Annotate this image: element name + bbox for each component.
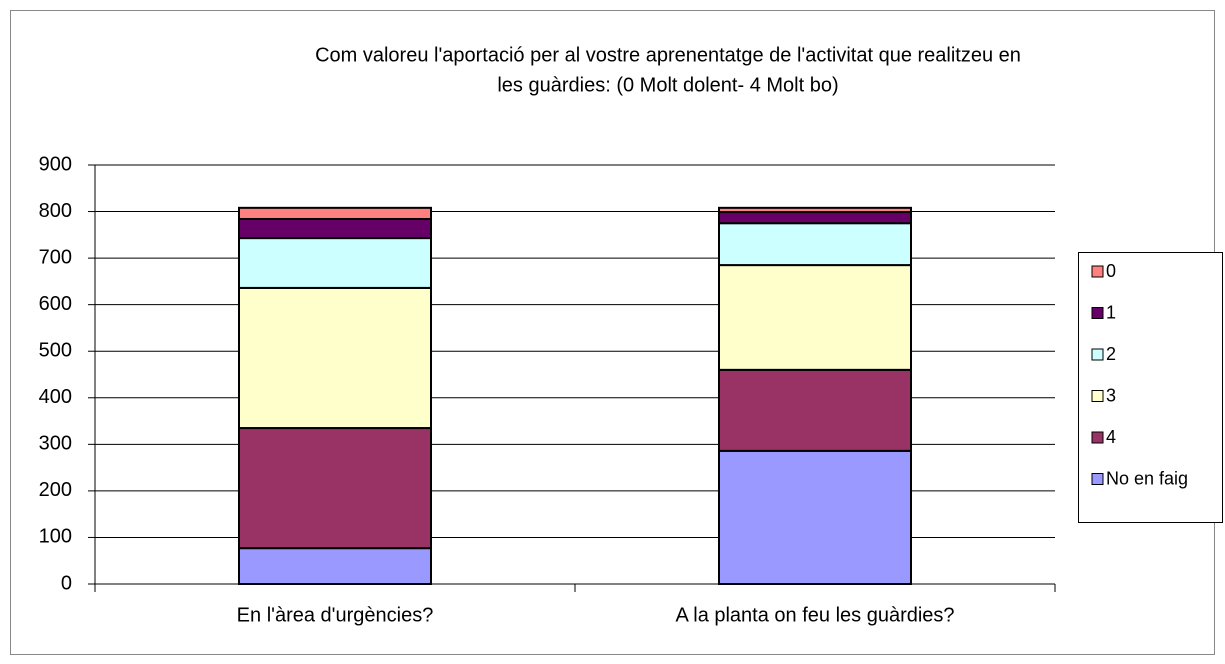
bar-segment [718, 449, 912, 585]
legend-label: No en faig [1106, 468, 1188, 488]
y-tick-label: 200 [39, 479, 72, 501]
bar-segment [238, 237, 432, 289]
y-tick-label: 300 [39, 433, 72, 455]
bar-segment [238, 427, 432, 550]
bar-segment [718, 264, 912, 371]
legend-swatch [1091, 431, 1104, 444]
bar-segment [718, 206, 912, 214]
y-tick-label: 800 [39, 200, 72, 222]
y-tick-label: 600 [39, 293, 72, 315]
y-tick-label: 700 [39, 246, 72, 268]
y-tick-label: 900 [39, 153, 72, 175]
chart-title: les guàrdies: (0 Molt dolent- 4 Molt bo) [497, 74, 838, 96]
bar-segment [718, 211, 912, 225]
legend-label: 2 [1106, 344, 1116, 364]
y-tick-label: 100 [39, 526, 72, 548]
legend-label: 3 [1106, 385, 1116, 405]
bar-segment [238, 286, 432, 430]
bar-segment [238, 218, 432, 240]
chart-frame [10, 10, 1215, 655]
legend-swatch [1091, 348, 1104, 361]
bar-segment [718, 368, 912, 452]
bar-segment [238, 206, 432, 221]
x-tick-label: A la planta on feu les guàrdies? [675, 604, 954, 626]
legend-swatch [1091, 265, 1104, 278]
x-tick-label: En l'àrea d'urgències? [237, 604, 434, 626]
legend-label: 4 [1106, 427, 1116, 447]
y-tick-label: 500 [39, 340, 72, 362]
bar-segment [238, 547, 432, 585]
legend-label: 0 [1106, 261, 1116, 281]
bar-segment [718, 222, 912, 267]
y-tick-label: 400 [39, 386, 72, 408]
legend-swatch [1091, 307, 1104, 319]
legend-swatch [1091, 390, 1104, 402]
chart-title: Com valoreu l'aportació per al vostre ap… [315, 44, 1021, 66]
legend-label: 1 [1106, 302, 1116, 322]
legend-swatch [1091, 473, 1104, 485]
y-tick-label: 0 [61, 572, 72, 594]
